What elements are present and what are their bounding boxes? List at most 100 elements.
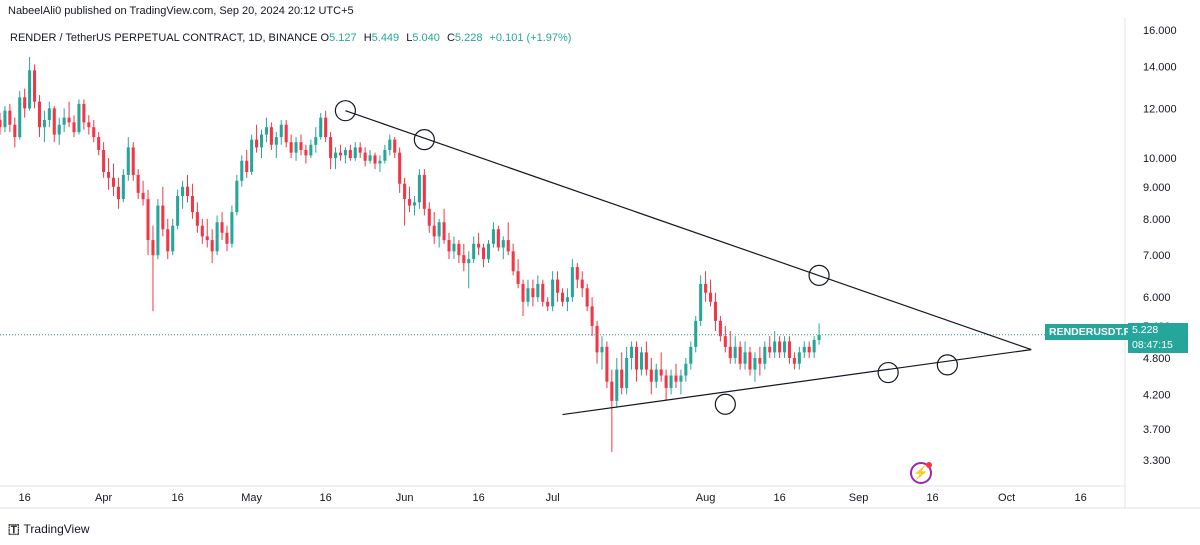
candle-body <box>274 137 278 145</box>
candle-body <box>560 292 565 302</box>
candle-body <box>639 352 643 370</box>
time-tick-label: 16 <box>320 492 332 504</box>
drawings[interactable] <box>0 100 1125 416</box>
touch-point-circle[interactable] <box>808 264 830 286</box>
candle-body <box>343 149 347 156</box>
candle-body <box>393 139 397 153</box>
symbol-legend[interactable]: RENDER / TetherUS PERPETUAL CONTRACT, 1D… <box>10 32 575 44</box>
time-scale[interactable]: 16 Apr 16 May 16 Jun 16 Jul Aug 16 Sep 16 Oct 16 <box>19 492 1087 504</box>
candle-body <box>37 101 42 128</box>
candle-body <box>13 124 17 138</box>
candle-body <box>437 222 441 237</box>
candle-body <box>333 152 338 159</box>
candle-body <box>610 381 614 401</box>
candle-body <box>67 117 71 123</box>
touch-point-circle[interactable] <box>334 100 356 122</box>
candle-body <box>235 180 239 213</box>
close-label: C <box>446 32 455 44</box>
time-tick-label: Jul <box>546 492 560 504</box>
candle-body <box>585 288 589 307</box>
candle-body <box>644 352 648 370</box>
candle-body <box>472 243 476 260</box>
candle-body <box>659 369 663 376</box>
candle-body <box>225 232 229 244</box>
candle-body <box>625 357 629 388</box>
candle-body <box>146 199 150 241</box>
price-tick-label: 6.000 <box>1143 292 1171 304</box>
candle-body <box>388 139 392 150</box>
price-tick-label: 9.000 <box>1143 182 1171 194</box>
candle-body <box>299 142 303 150</box>
candle-body <box>240 160 244 181</box>
candle-body <box>171 225 175 252</box>
candle-body <box>8 110 12 125</box>
touch-point-circle[interactable] <box>936 354 958 376</box>
candle-body <box>708 292 713 302</box>
candle-body <box>412 202 417 206</box>
candle-body <box>792 357 796 364</box>
time-tick-label: Apr <box>95 492 112 504</box>
low-label: L <box>406 32 413 44</box>
candle-body <box>417 174 421 203</box>
candle-body <box>47 108 51 120</box>
candle-body <box>353 147 357 159</box>
candle-body <box>87 122 91 128</box>
candle-body <box>526 288 530 302</box>
candle-body <box>615 369 619 401</box>
candle-body <box>679 375 683 382</box>
candle-body <box>556 279 560 293</box>
candle-body <box>674 375 678 382</box>
touch-point-circle[interactable] <box>413 129 435 151</box>
last-price-label: 5.228 <box>1128 323 1188 338</box>
candle-body <box>92 127 96 138</box>
open-label: O <box>320 32 330 44</box>
trendline-ascending-support[interactable] <box>562 349 1032 416</box>
candle-body <box>368 155 372 161</box>
candle-body <box>264 127 268 135</box>
publisher-line: NabeelAli0 published on TradingView.com,… <box>8 5 354 17</box>
candle-body <box>403 183 407 200</box>
candle-body <box>738 346 742 364</box>
tv-logo-icon: 🇹 <box>8 521 19 536</box>
candle-body <box>309 144 313 156</box>
candle-body <box>329 137 333 159</box>
candle-body <box>220 222 224 233</box>
candle-body <box>136 174 140 193</box>
trendline-descending-resistance[interactable] <box>345 110 1032 351</box>
candle-body <box>259 134 264 148</box>
candle-body <box>378 160 382 164</box>
time-tick-label: 16 <box>926 492 938 504</box>
candle-body <box>324 117 328 138</box>
candle-body <box>669 375 673 388</box>
candle-body <box>62 117 66 125</box>
price-tick-label: 3.700 <box>1143 424 1171 436</box>
touch-point-circle[interactable] <box>714 393 736 415</box>
candle-body <box>126 147 130 175</box>
flash-icon[interactable]: ⚡ <box>910 462 932 484</box>
price-tick-label: 10.000 <box>1143 153 1177 165</box>
candle-body <box>408 199 412 206</box>
candle-body <box>684 363 688 376</box>
price-scale[interactable]: 16.000 14.000 12.000 10.000 9.000 8.000 7.000 6… <box>1143 25 1177 467</box>
candle-body <box>457 243 461 256</box>
candle-body <box>131 147 135 175</box>
candle-body <box>783 341 787 353</box>
candle-body <box>28 70 32 109</box>
tradingview-logo[interactable]: 🇹 TradingView <box>8 521 90 537</box>
touch-point-circle[interactable] <box>877 361 899 384</box>
candle-body <box>151 240 155 256</box>
candle-body <box>600 346 604 353</box>
candle-body <box>319 117 323 138</box>
candle-body <box>590 306 594 326</box>
candle-body <box>807 346 811 353</box>
candle-body <box>797 352 801 364</box>
candle-body <box>18 97 22 138</box>
candle-body <box>620 369 624 388</box>
candle-body <box>541 283 545 302</box>
price-tick-label: 14.000 <box>1143 61 1177 73</box>
candle-body <box>358 147 362 153</box>
candle-body <box>694 320 698 347</box>
candle-body <box>363 152 367 161</box>
candle-body <box>398 152 402 184</box>
